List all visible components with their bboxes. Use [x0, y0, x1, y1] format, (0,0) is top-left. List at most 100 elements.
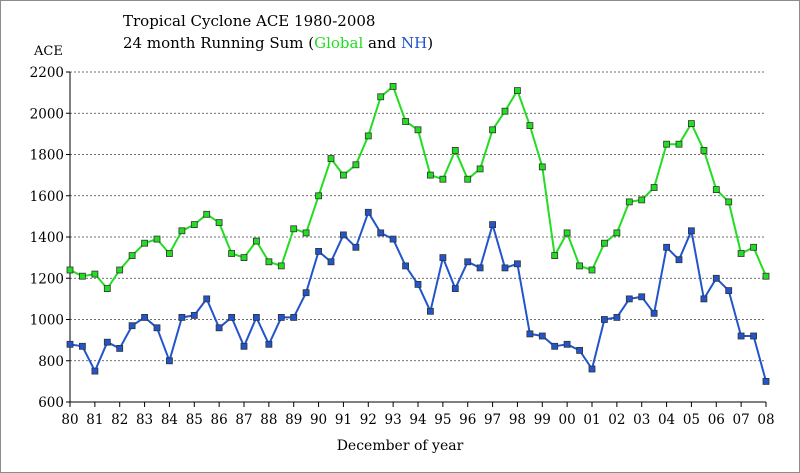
data-point-nh	[464, 258, 472, 266]
data-point-nh	[712, 274, 720, 282]
data-point-global	[638, 196, 646, 204]
data-point-global	[426, 171, 434, 179]
x-tick-label: 88	[260, 412, 277, 428]
x-axis-label: December of year	[336, 438, 464, 454]
data-point-global	[364, 132, 372, 140]
data-point-global	[66, 266, 74, 274]
x-tick-label: 99	[534, 412, 551, 428]
data-point-nh	[551, 342, 559, 350]
y-tick-label: 2000	[30, 106, 64, 122]
x-tick-label: 07	[733, 412, 750, 428]
data-point-nh	[762, 377, 770, 385]
data-point-global	[153, 235, 161, 243]
data-point-nh	[576, 346, 583, 354]
y-tick-label: 2200	[30, 65, 64, 81]
legend-nh-label: NH	[401, 34, 428, 52]
chart-title: Tropical Cyclone ACE 1980-2008	[123, 12, 376, 30]
data-point-global	[762, 272, 770, 280]
data-point-nh	[190, 311, 198, 319]
data-point-nh	[451, 285, 459, 293]
data-point-nh	[153, 324, 161, 332]
data-point-global	[290, 225, 298, 233]
data-point-global	[563, 229, 571, 237]
data-point-global	[700, 146, 708, 154]
data-point-global	[551, 252, 559, 260]
data-point-global	[601, 239, 608, 247]
data-point-global	[613, 229, 621, 237]
data-point-global	[327, 155, 335, 163]
data-point-global	[514, 87, 521, 94]
data-point-global	[489, 126, 497, 134]
x-tick-label: 80	[61, 412, 78, 428]
subtitle-and: and	[363, 34, 402, 52]
y-tick-label: 800	[38, 354, 64, 370]
data-point-global	[439, 175, 447, 183]
data-point-global	[588, 266, 596, 274]
data-point-nh	[252, 313, 260, 321]
data-point-nh	[364, 208, 372, 216]
x-tick-label: 89	[285, 412, 302, 428]
data-point-nh	[638, 293, 646, 301]
data-point-nh	[315, 247, 323, 255]
data-point-global	[215, 219, 223, 227]
data-point-nh	[290, 313, 298, 321]
data-point-global	[128, 252, 136, 260]
data-point-nh	[601, 316, 608, 323]
data-point-nh	[426, 307, 434, 315]
data-point-global	[712, 186, 720, 194]
data-point-nh	[737, 332, 745, 340]
data-point-global	[737, 250, 745, 257]
data-point-nh	[228, 313, 236, 321]
data-point-global	[302, 229, 310, 237]
data-point-global	[228, 250, 236, 257]
x-tick-label: 91	[335, 412, 352, 428]
y-tick-label: 1200	[30, 271, 64, 287]
data-point-global	[277, 262, 285, 270]
data-point-nh	[750, 332, 757, 340]
x-tick-label: 85	[186, 412, 203, 428]
subtitle-suffix: )	[427, 34, 434, 52]
data-point-global	[165, 250, 173, 257]
x-tick-label: 95	[434, 412, 451, 428]
x-tick-label: 00	[559, 412, 576, 428]
x-tick-label: 92	[360, 412, 377, 428]
data-point-nh	[116, 344, 124, 352]
data-point-global	[526, 122, 534, 129]
data-point-global	[389, 83, 397, 90]
data-point-nh	[178, 313, 186, 321]
data-point-global	[141, 239, 149, 247]
data-point-global	[91, 270, 99, 278]
data-point-nh	[203, 295, 211, 303]
data-point-nh	[265, 340, 273, 348]
data-point-nh	[476, 264, 484, 272]
data-point-global	[414, 126, 422, 134]
data-point-global	[252, 237, 260, 245]
data-point-nh	[625, 295, 633, 303]
data-point-nh	[128, 322, 136, 330]
y-axis-label: ACE	[34, 44, 63, 59]
x-tick-label: 06	[708, 412, 725, 428]
data-point-nh	[414, 280, 422, 288]
data-point-global	[203, 210, 211, 218]
data-point-global	[402, 118, 410, 125]
data-point-global	[265, 258, 273, 266]
x-tick-label: 03	[633, 412, 650, 428]
data-point-global	[750, 243, 757, 251]
x-tick-label: 93	[385, 412, 402, 428]
data-point-nh	[165, 357, 173, 365]
y-tick-label: 1400	[30, 230, 64, 246]
series-line-global	[69, 85, 767, 290]
data-point-global	[663, 140, 670, 148]
y-tick-label: 600	[38, 395, 64, 411]
gridlines	[70, 71, 766, 362]
x-tick-label: 82	[111, 412, 128, 428]
data-point-global	[650, 184, 658, 191]
chart-subtitle: 24 month Running Sum (Global and NH)	[123, 34, 433, 52]
x-tick-label: 87	[235, 412, 252, 428]
data-point-nh	[389, 235, 397, 243]
data-point-global	[576, 262, 583, 270]
data-point-nh	[650, 309, 658, 317]
data-point-nh	[339, 231, 347, 239]
data-point-global	[538, 163, 546, 171]
